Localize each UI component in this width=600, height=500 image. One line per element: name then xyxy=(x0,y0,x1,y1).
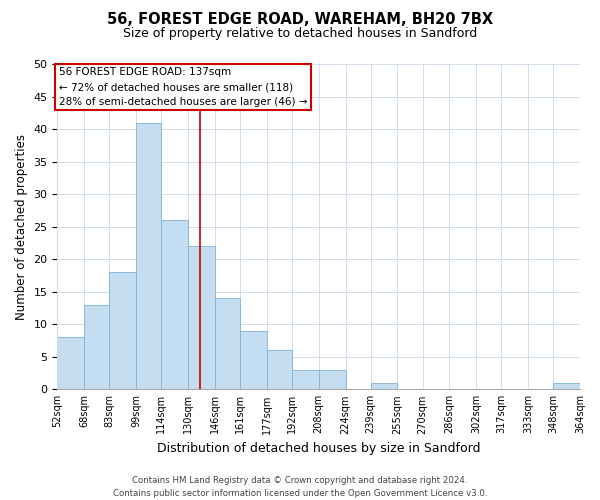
Bar xyxy=(136,122,161,390)
Bar xyxy=(215,298,240,390)
Bar xyxy=(109,272,136,390)
Text: 56 FOREST EDGE ROAD: 137sqm
← 72% of detached houses are smaller (118)
28% of se: 56 FOREST EDGE ROAD: 137sqm ← 72% of det… xyxy=(59,68,308,107)
Bar xyxy=(371,383,397,390)
Bar xyxy=(84,304,109,390)
Bar xyxy=(267,350,292,390)
Bar xyxy=(319,370,346,390)
Bar xyxy=(161,220,188,390)
Text: Size of property relative to detached houses in Sandford: Size of property relative to detached ho… xyxy=(123,28,477,40)
Bar xyxy=(188,246,215,390)
X-axis label: Distribution of detached houses by size in Sandford: Distribution of detached houses by size … xyxy=(157,442,481,455)
Bar xyxy=(240,331,267,390)
Bar xyxy=(292,370,319,390)
Bar xyxy=(58,338,84,390)
Bar xyxy=(553,383,580,390)
Text: Contains HM Land Registry data © Crown copyright and database right 2024.
Contai: Contains HM Land Registry data © Crown c… xyxy=(113,476,487,498)
Y-axis label: Number of detached properties: Number of detached properties xyxy=(15,134,28,320)
Text: 56, FOREST EDGE ROAD, WAREHAM, BH20 7BX: 56, FOREST EDGE ROAD, WAREHAM, BH20 7BX xyxy=(107,12,493,28)
